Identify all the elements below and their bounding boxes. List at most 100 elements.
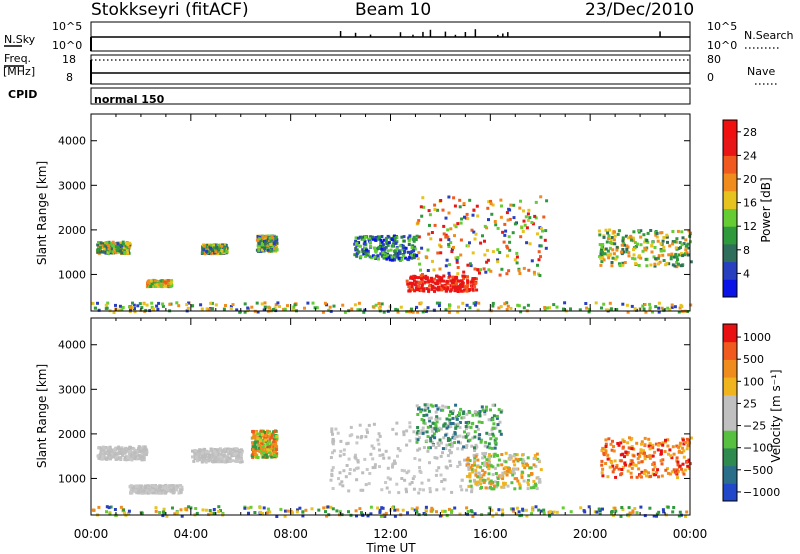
scatter-cell	[275, 445, 279, 449]
scatter-cell	[273, 306, 277, 310]
scatter-cell	[165, 514, 169, 518]
scatter-cell	[211, 307, 215, 311]
scatter-cell	[372, 446, 376, 450]
scatter-cell	[637, 467, 641, 471]
scatter-cell	[506, 246, 510, 250]
scatter-cell	[229, 447, 233, 451]
scatter-cell	[119, 505, 123, 509]
colorbar-swatch	[723, 465, 737, 484]
scatter-cell	[621, 239, 625, 243]
scatter-cell	[477, 475, 481, 479]
scatter-cell	[626, 451, 630, 455]
scatter-cell	[412, 249, 416, 253]
scatter-cell	[259, 249, 263, 253]
scatter-cell	[140, 306, 144, 310]
scatter-cell	[517, 458, 521, 461]
scatter-cell	[468, 459, 472, 463]
scatter-cell	[563, 301, 567, 305]
scatter-cell	[659, 249, 663, 253]
scatter-cell	[526, 487, 530, 491]
scatter-cell	[353, 253, 357, 257]
scatter-cell	[160, 488, 164, 492]
scatter-cell	[200, 451, 204, 455]
scatter-cell	[445, 417, 449, 421]
scatter-cell	[442, 274, 446, 278]
scatter-cell	[492, 487, 496, 491]
scatter-cell	[606, 475, 610, 479]
scatter-cell	[625, 250, 629, 254]
scatter-cell	[538, 478, 542, 481]
scatter-cell	[216, 244, 220, 248]
scatter-cell	[235, 449, 239, 453]
scatter-cell	[489, 199, 493, 203]
scatter-cell	[263, 247, 267, 250]
scatter-cell	[266, 442, 269, 446]
scatter-cell	[489, 202, 493, 206]
scatter-cell	[680, 451, 684, 455]
x-tick-label: 04:00	[174, 527, 209, 541]
scatter-cell	[518, 206, 522, 210]
scatter-cell	[155, 488, 159, 492]
scatter-cell	[114, 303, 117, 307]
scatter-cell	[342, 448, 346, 452]
scatter-cell	[602, 258, 606, 262]
scatter-cell	[99, 447, 103, 451]
scatter-cell	[169, 284, 173, 288]
scatter-cell	[522, 219, 526, 223]
scatter-cell	[466, 512, 469, 516]
scatter-cell	[378, 448, 381, 452]
scatter-cell	[218, 251, 222, 255]
scatter-cell	[110, 247, 114, 251]
scatter-cell	[492, 426, 496, 430]
scatter-cell	[128, 457, 132, 461]
cpid-panel	[90, 87, 691, 105]
scatter-cell	[680, 467, 683, 471]
scatter-cell	[609, 442, 613, 446]
scatter-cell	[456, 256, 460, 260]
scatter-cell	[637, 229, 641, 232]
scatter-cell	[460, 416, 464, 420]
scatter-cell	[116, 242, 120, 246]
scatter-cell	[102, 247, 106, 251]
scatter-cell	[416, 310, 420, 314]
scatter-cell	[436, 407, 440, 411]
scatter-cell	[602, 248, 606, 252]
scatter-cell	[440, 286, 444, 290]
scatter-cell	[430, 429, 434, 433]
scatter-cell	[657, 306, 661, 310]
scatter-cell	[219, 509, 222, 513]
scatter-cell	[239, 460, 242, 464]
scatter-cell	[260, 438, 264, 442]
scatter-cell	[109, 241, 113, 245]
scatter-cell	[366, 249, 370, 253]
scatter-cell	[655, 470, 659, 474]
scatter-cell	[615, 308, 619, 311]
scatter-cell	[108, 445, 112, 449]
scatter-cell	[118, 241, 122, 245]
scatter-cell	[682, 449, 686, 453]
scatter-cell	[444, 216, 448, 220]
scatter-cell	[140, 452, 144, 456]
scatter-cell	[268, 444, 272, 448]
scatter-cell	[384, 236, 388, 240]
scatter-cell	[458, 460, 462, 464]
scatter-cell	[603, 447, 607, 451]
scatter-cell	[414, 437, 418, 441]
scatter-cell	[494, 437, 498, 441]
scatter-cell	[503, 302, 507, 306]
scatter-cell	[687, 441, 691, 445]
scatter-cell	[686, 242, 690, 246]
scatter-cell	[689, 436, 693, 440]
scatter-cell	[400, 244, 404, 248]
scatter-cell	[539, 244, 543, 248]
scatter-cell	[157, 282, 161, 286]
scatter-cell	[627, 446, 631, 450]
scatter-cell	[416, 438, 420, 442]
scatter-cell	[511, 469, 515, 473]
scatter-cell	[463, 458, 467, 462]
scatter-cell	[489, 437, 493, 441]
scatter-cell	[438, 301, 442, 305]
scatter-cell	[439, 245, 443, 249]
scatter-cell	[448, 413, 451, 417]
scatter-cell	[639, 256, 643, 260]
